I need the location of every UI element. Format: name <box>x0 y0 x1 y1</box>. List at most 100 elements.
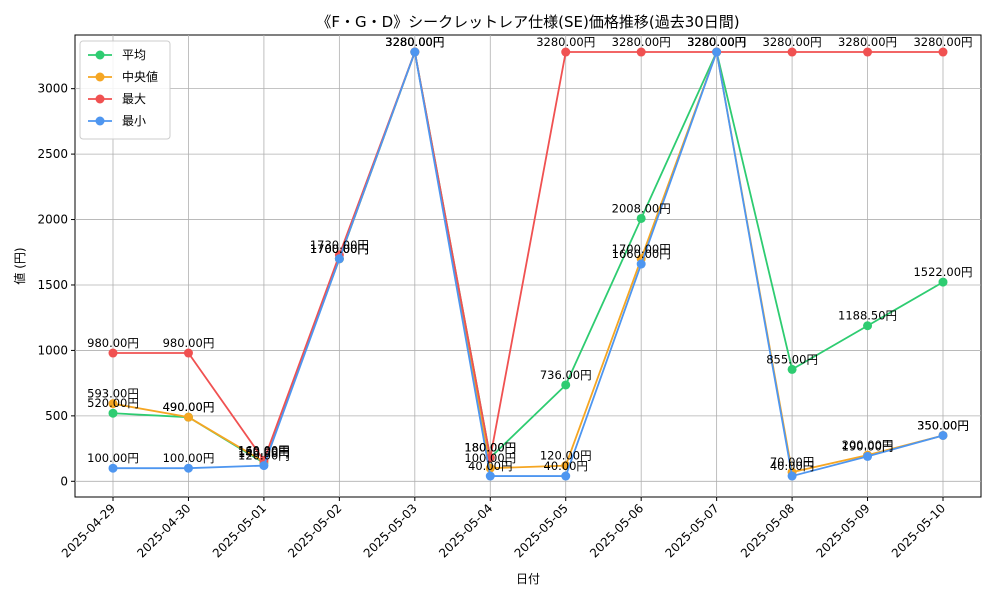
y-tick-label: 0 <box>60 474 68 488</box>
data-label: 980.00円 <box>163 336 215 350</box>
data-point <box>863 451 873 461</box>
series-line <box>113 48 944 478</box>
data-point <box>108 408 118 418</box>
data-point <box>787 364 797 374</box>
data-label: 490.00円 <box>163 400 215 414</box>
data-label: 120.00円 <box>238 449 290 463</box>
data-point <box>561 47 571 57</box>
data-point <box>108 399 118 409</box>
y-tick-label: 3000 <box>37 82 68 96</box>
series-line <box>112 48 944 465</box>
x-tick-label: 2025-05-04 <box>436 501 495 560</box>
data-label: 40.00円 <box>544 459 588 473</box>
y-axis-ticks: 0 500 1000 1500 2000 2500 3000 <box>37 82 75 488</box>
data-label: 3280.00円 <box>385 35 444 49</box>
data-point <box>259 461 269 471</box>
data-label: 3280.00円 <box>385 35 444 49</box>
data-label: 490.00円 <box>163 400 215 414</box>
data-point <box>938 47 948 57</box>
x-tick-label: 2025-05-02 <box>285 501 344 560</box>
data-point <box>183 348 193 358</box>
data-label: 350.00円 <box>917 418 969 432</box>
data-label: 100.00円 <box>163 451 215 465</box>
x-tick-label: 2025-05-10 <box>889 501 948 560</box>
data-point <box>863 47 873 57</box>
legend-marker <box>95 50 105 60</box>
legend-label: 中央値 <box>122 69 158 84</box>
data-point <box>636 47 646 57</box>
legend-marker <box>95 72 105 82</box>
y-tick-label: 2000 <box>37 213 68 227</box>
data-point <box>561 471 571 481</box>
data-label: 40.00円 <box>468 459 512 473</box>
data-label: 736.00円 <box>540 368 592 382</box>
data-label: 160.00円 <box>238 443 290 457</box>
data-label: 100.00円 <box>87 451 139 465</box>
chart-title: 《F・G・D》シークレットレア仕様(SE)価格推移(過去30日間) <box>316 13 739 31</box>
data-label: 180.00円 <box>464 441 516 455</box>
legend-label: 平均 <box>122 48 146 62</box>
plot-area <box>74 34 982 498</box>
legend-label: 最小 <box>122 114 146 128</box>
data-label: 3280.00円 <box>687 35 746 49</box>
data-label: 3280.00円 <box>612 35 671 49</box>
data-point <box>561 380 571 390</box>
data-point <box>636 259 646 269</box>
data-point <box>485 471 495 481</box>
legend-marker <box>95 94 105 104</box>
data-label: 1522.00円 <box>913 265 972 279</box>
data-point <box>410 47 420 57</box>
data-label: 3280.00円 <box>385 35 444 49</box>
data-label: 1660.00円 <box>612 247 671 261</box>
data-labels: 520.00円 490.00円 140.00円 1700.00円 3280.00円 180… <box>87 35 972 473</box>
x-axis-label: 日付 <box>516 572 540 586</box>
series-line <box>112 48 944 474</box>
data-label: 980.00円 <box>87 336 139 350</box>
data-label: 1700.00円 <box>310 242 369 256</box>
data-label: 3280.00円 <box>838 35 897 49</box>
data-label: 150.00円 <box>238 445 290 459</box>
data-label: 190.00円 <box>842 439 894 453</box>
data-label: 593.00円 <box>87 387 139 401</box>
data-label: 3280.00円 <box>536 35 595 49</box>
x-tick-label: 2025-05-08 <box>738 501 797 560</box>
data-point <box>863 321 873 331</box>
data-point <box>108 348 118 358</box>
y-tick-label: 1000 <box>37 343 68 357</box>
data-label: 3280.00円 <box>385 35 444 49</box>
x-tick-label: 2025-05-07 <box>663 501 722 560</box>
data-label: 3280.00円 <box>687 35 746 49</box>
data-label: 1730.00円 <box>310 238 369 252</box>
data-label: 3280.00円 <box>687 35 746 49</box>
data-label: 120.00円 <box>540 449 592 463</box>
data-label: 2008.00円 <box>612 201 671 215</box>
data-label: 3280.00円 <box>763 35 822 49</box>
y-tick-label: 1500 <box>37 278 68 292</box>
data-label: 1700.00円 <box>310 242 369 256</box>
data-point <box>938 277 948 287</box>
data-point <box>108 463 118 473</box>
legend-box <box>79 40 171 140</box>
data-point <box>183 412 193 422</box>
data-label: 180.00円 <box>464 441 516 455</box>
data-label: 350.00円 <box>917 418 969 432</box>
data-point <box>183 463 193 473</box>
x-tick-label: 2025-05-03 <box>361 501 420 560</box>
data-point <box>636 213 646 223</box>
x-tick-label: 2025-05-05 <box>512 501 571 560</box>
data-point <box>787 471 797 481</box>
data-label: 1188.50円 <box>838 309 897 323</box>
x-tick-label: 2025-05-06 <box>587 501 646 560</box>
series-line <box>113 48 943 463</box>
data-label: 40.00円 <box>770 459 814 473</box>
data-label: 3280.00円 <box>913 35 972 49</box>
x-tick-label: 2025-05-09 <box>813 501 872 560</box>
series-lines <box>108 47 948 481</box>
data-point <box>334 254 344 264</box>
data-label: 3280.00円 <box>687 35 746 49</box>
y-tick-label: 500 <box>45 409 68 423</box>
data-point <box>938 430 948 440</box>
x-tick-label: 2025-04-30 <box>134 501 193 560</box>
